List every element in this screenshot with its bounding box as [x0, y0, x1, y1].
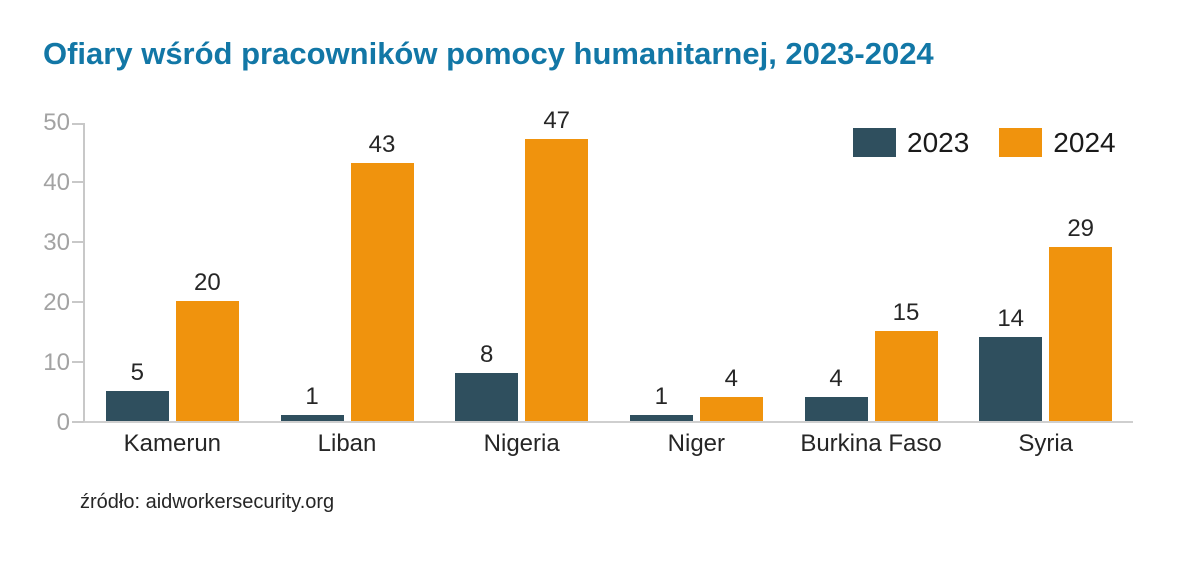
bar-2024-niger: 4 — [699, 367, 763, 421]
y-axis-tick-label: 0 — [56, 409, 70, 436]
bar-2023-liban: 1 — [280, 385, 344, 421]
y-axis-tick — [72, 241, 83, 243]
category-label: Syria — [1018, 430, 1074, 457]
y-axis-tick-label: 50 — [43, 109, 70, 136]
source-note: źródło: aidworkersecurity.org — [80, 491, 335, 513]
bar-value-label: 29 — [1067, 215, 1095, 242]
legend-swatch-2023-icon — [853, 128, 896, 157]
bar-value-label: 1 — [305, 383, 319, 410]
bar-2023-nigeria: 8 — [455, 343, 519, 421]
bar-2024-burkina-faso: 15 — [874, 301, 938, 421]
bar-group-kamerun: 5 20 Kamerun — [85, 123, 260, 456]
category-label: Liban — [317, 430, 377, 457]
bar-group-syria: 14 29 Syria — [958, 123, 1133, 456]
legend-label-2023: 2023 — [907, 126, 970, 158]
category-label: Burkina Faso — [800, 430, 942, 457]
y-axis-tick-label: 20 — [43, 289, 70, 316]
chart-title: Ofiary wśród pracowników pomocy humanita… — [43, 36, 934, 71]
bar-value-label: 47 — [543, 107, 571, 134]
y-axis-tick — [72, 301, 83, 303]
bar-2023-syria: 14 — [979, 307, 1043, 421]
bar-value-label: 5 — [130, 359, 145, 386]
bar-2023-niger: 1 — [629, 385, 693, 421]
bar-value-label: 4 — [829, 365, 843, 392]
legend-item-2023: 2023 — [853, 128, 969, 157]
y-axis-tick — [72, 361, 83, 363]
bar-2024-syria: 29 — [1049, 217, 1113, 421]
bar-value-label: 43 — [368, 131, 396, 158]
legend-item-2024: 2024 — [999, 126, 1116, 158]
category-label: Nigeria — [483, 430, 560, 457]
y-axis-tick-label: 40 — [43, 169, 70, 196]
y-axis-tick — [72, 421, 83, 423]
bar-groups: 5 20 Kamerun 1 43 Liban 8 47 Nigeria 1 4 Niger 4 15 Bu… — [85, 109, 1133, 456]
bar-group-burkina-faso: 4 15 Burkina Faso — [784, 123, 959, 456]
bar-value-label: 20 — [193, 269, 221, 296]
bar-value-label: 14 — [997, 305, 1025, 332]
bar-2024-kamerun: 20 — [175, 271, 239, 421]
y-axis-tick — [72, 181, 83, 183]
legend: 2023 2024 — [853, 128, 1116, 157]
bar-2023-burkina-faso: 4 — [804, 367, 868, 421]
bar-value-label: 1 — [654, 383, 669, 410]
category-label: Kamerun — [123, 430, 222, 457]
plot-area: 5 20 Kamerun 1 43 Liban 8 47 Nigeria 1 4 Niger 4 15 Bu… — [43, 109, 1133, 456]
y-axis-tick-label: 30 — [43, 229, 70, 256]
bar-2023-kamerun: 5 — [105, 361, 169, 421]
y-axis-tick-label: 10 — [43, 349, 70, 376]
category-label: Niger — [667, 430, 726, 457]
legend-label-2024: 2024 — [1053, 126, 1116, 158]
bar-group-niger: 1 4 Niger — [609, 123, 784, 456]
bar-group-liban: 1 43 Liban — [260, 123, 435, 456]
bar-group-nigeria: 8 47 Nigeria — [434, 109, 609, 456]
y-axis-tick — [72, 123, 83, 125]
bar-value-label: 4 — [724, 365, 739, 392]
legend-swatch-2024-icon — [999, 128, 1043, 157]
bar-value-label: 15 — [892, 299, 920, 326]
bar-value-label: 8 — [479, 341, 494, 368]
bar-2024-nigeria: 47 — [525, 109, 589, 421]
bar-2024-liban: 43 — [350, 133, 414, 421]
